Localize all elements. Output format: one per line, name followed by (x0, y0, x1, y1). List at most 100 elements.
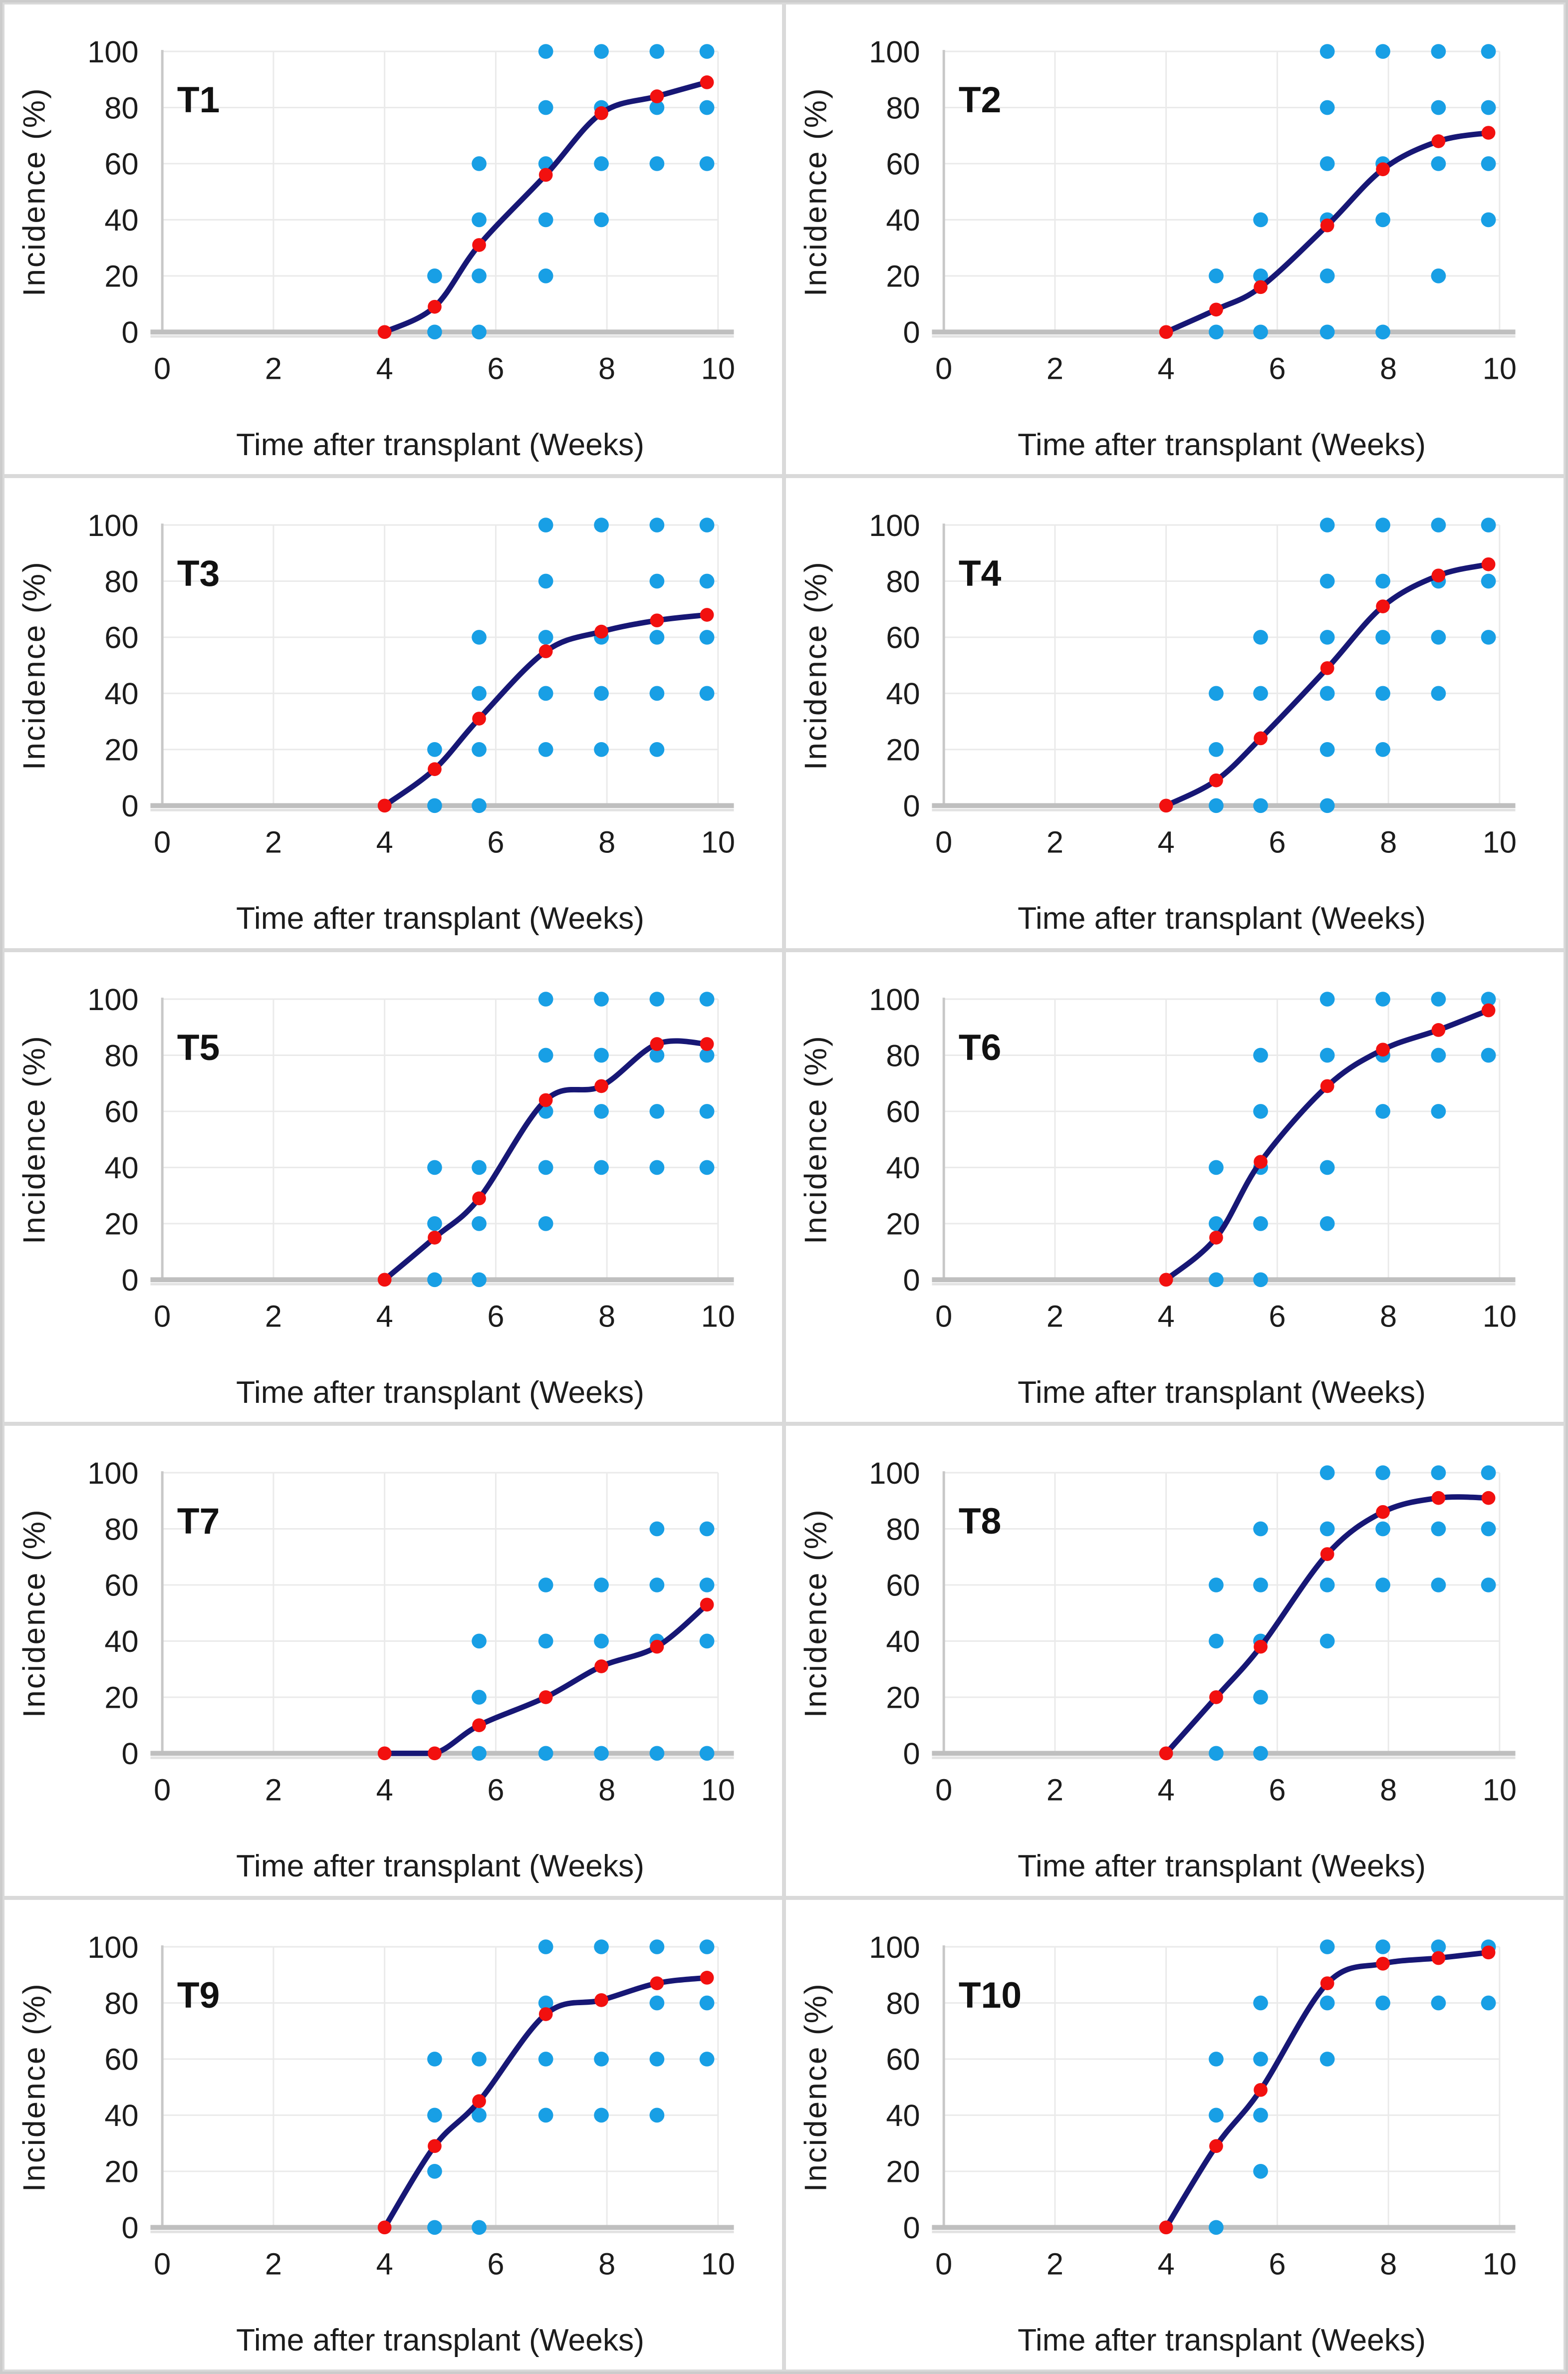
scatter-point (1209, 324, 1224, 340)
mean-point (1159, 1273, 1173, 1287)
chart-panel-T3: 0 20 40 60 80 100 0 2 4 6 8 10 T3 Time after transpla… (2, 476, 784, 950)
scatter-point (1375, 991, 1390, 1007)
mean-point (1481, 1491, 1496, 1505)
scatter-point (1375, 1995, 1390, 2010)
scatter-point (1209, 1160, 1224, 1175)
x-tick-label: 6 (1269, 351, 1286, 386)
scatter-point (1253, 1048, 1268, 1063)
mean-point (1376, 599, 1390, 614)
scatter-point (699, 518, 715, 533)
scatter-point (1375, 1521, 1390, 1537)
panel-title: T2 (959, 79, 1001, 120)
x-tick-label: 6 (1269, 825, 1286, 860)
y-tick-label: 20 (104, 2154, 138, 2189)
x-tick-label: 10 (1483, 1299, 1517, 1333)
mean-point (650, 89, 664, 103)
x-tick-label: 10 (701, 351, 735, 386)
scatter-point (1209, 268, 1224, 283)
scatter-point (649, 518, 665, 533)
scatter-point (1375, 44, 1390, 59)
scatter-point (1481, 44, 1496, 59)
mean-point (377, 2220, 392, 2234)
scatter-point (1319, 1939, 1335, 1954)
scatter-point (1481, 1578, 1496, 1592)
mean-point (1209, 302, 1223, 317)
x-tick-label: 10 (1483, 825, 1517, 860)
scatter-point (472, 2220, 487, 2235)
y-axis-title: Incidence (%) (17, 1035, 52, 1244)
mean-point (1209, 1690, 1223, 1704)
scatter-point (1375, 212, 1390, 228)
y-axis-title: Incidence (%) (799, 1508, 833, 1718)
scatter-point (472, 268, 487, 283)
x-tick-label: 10 (1483, 351, 1517, 386)
scatter-point (472, 156, 487, 171)
scatter-point (699, 1521, 715, 1537)
x-tick-label: 8 (1380, 351, 1397, 386)
scatter-point (1209, 686, 1224, 701)
scatter-point (1319, 574, 1335, 589)
mean-point (428, 1230, 442, 1245)
chart-svg-T7: 0 20 40 60 80 100 0 2 4 6 8 10 T7 Time after transpla… (5, 1426, 782, 1896)
scatter-point (649, 44, 665, 59)
y-axis-title: Incidence (%) (799, 87, 833, 296)
scatter-point (1375, 686, 1390, 701)
y-tick-label: 0 (903, 2211, 920, 2245)
x-tick-label: 4 (1158, 2247, 1175, 2281)
mean-point (1209, 774, 1223, 788)
chart-svg-T10: 0 20 40 60 80 100 0 2 4 6 8 10 T10 Time after transpl… (786, 1899, 1563, 2370)
mean-point (1376, 1956, 1390, 1971)
chart-panel-T4: 0 20 40 60 80 100 0 2 4 6 8 10 T4 Time after transpla… (784, 476, 1566, 950)
scatter-point (594, 44, 609, 59)
y-tick-label: 20 (886, 2154, 920, 2189)
scatter-point (1319, 991, 1335, 1007)
y-tick-label: 80 (886, 1986, 920, 2021)
mean-point (1431, 1491, 1446, 1505)
scatter-point (649, 686, 665, 701)
scatter-point (1209, 1216, 1224, 1231)
plot-background (5, 952, 782, 1422)
mean-point (1254, 280, 1268, 294)
y-tick-label: 60 (104, 2042, 138, 2077)
y-tick-label: 80 (104, 1986, 138, 2021)
scatter-point (427, 2220, 442, 2235)
panel-title: T3 (177, 553, 220, 594)
mean-point (1431, 134, 1446, 148)
scatter-point (1431, 1048, 1446, 1063)
x-tick-label: 8 (1380, 1299, 1397, 1333)
scatter-point (1209, 798, 1224, 813)
scatter-point (427, 742, 442, 758)
scatter-point (594, 1939, 609, 1954)
x-axis-title: Time after transplant (Weeks) (236, 428, 644, 462)
scatter-point (1253, 2051, 1268, 2067)
scatter-point (1431, 44, 1446, 59)
scatter-point (1431, 1103, 1446, 1119)
scatter-point (1253, 1746, 1268, 1761)
x-tick-label: 2 (1046, 825, 1063, 860)
scatter-point (699, 630, 715, 645)
x-tick-label: 6 (1269, 2247, 1286, 2281)
x-tick-label: 8 (1380, 1773, 1397, 1808)
scatter-point (1253, 1995, 1268, 2010)
y-tick-label: 40 (104, 1624, 138, 1659)
y-tick-label: 80 (104, 91, 138, 125)
scatter-point (1319, 518, 1335, 533)
scatter-point (1375, 1939, 1390, 1954)
scatter-point (1431, 1521, 1446, 1537)
scatter-point (1319, 2051, 1335, 2067)
x-tick-label: 10 (1483, 2247, 1517, 2281)
x-tick-label: 0 (935, 1773, 952, 1808)
x-tick-label: 8 (598, 1299, 615, 1333)
x-tick-label: 6 (1269, 1299, 1286, 1333)
x-tick-label: 0 (154, 825, 171, 860)
scatter-point (1319, 156, 1335, 171)
scatter-point (1253, 798, 1268, 813)
panel-title: T6 (959, 1027, 1001, 1068)
y-tick-label: 100 (869, 1930, 920, 1964)
scatter-point (1253, 1272, 1268, 1287)
panel-title: T1 (177, 79, 220, 120)
x-tick-label: 2 (265, 1773, 282, 1808)
mean-point (1254, 1640, 1268, 1654)
y-tick-label: 60 (886, 2042, 920, 2077)
scatter-point (472, 1216, 487, 1231)
